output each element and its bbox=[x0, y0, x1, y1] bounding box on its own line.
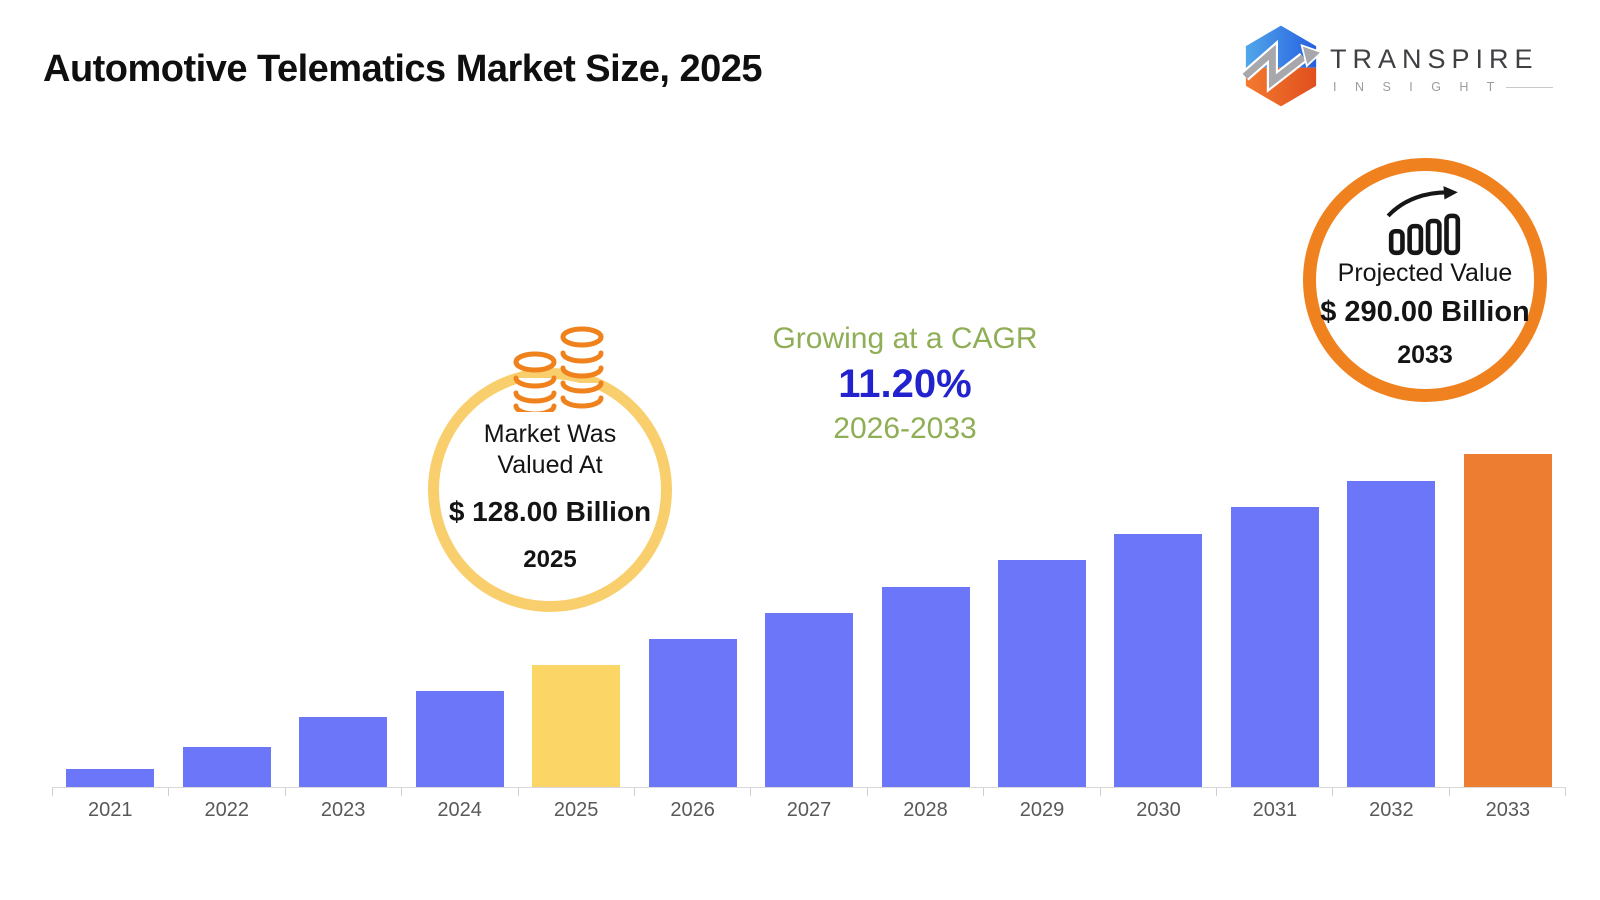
bar-2025 bbox=[532, 665, 621, 787]
bar-cell-2025 bbox=[518, 450, 634, 787]
logo-hexagon-arrow-icon bbox=[1241, 25, 1324, 107]
axis-tick bbox=[519, 788, 635, 796]
bar-2022 bbox=[182, 747, 271, 787]
bar-cell-2024 bbox=[401, 450, 517, 787]
bar-2023 bbox=[299, 717, 388, 787]
bar-cell-2026 bbox=[634, 450, 750, 787]
bars-row bbox=[52, 450, 1566, 788]
valuation-line1: Market Was bbox=[483, 420, 617, 448]
cagr-prefix: Growing at a CAGR bbox=[772, 322, 1038, 355]
x-label-2033: 2033 bbox=[1485, 799, 1531, 821]
bar-2024 bbox=[415, 691, 504, 787]
bar-cell-2032 bbox=[1333, 450, 1449, 787]
x-axis-labels: 2021 2022 2023 2024 2025 2026 2027 2028 2029 2030… bbox=[52, 799, 1566, 822]
bar-2021 bbox=[66, 769, 155, 787]
axis-tick bbox=[1333, 788, 1450, 796]
cagr-range: 2026-2033 bbox=[833, 412, 977, 445]
bar-cell-2033 bbox=[1450, 450, 1566, 787]
projection-year: 2033 bbox=[1397, 341, 1453, 369]
coin-stack-icon bbox=[513, 326, 604, 412]
x-label-2025: 2025 bbox=[553, 799, 599, 821]
bar-2026 bbox=[648, 639, 737, 787]
bar-cell-2023 bbox=[285, 450, 401, 787]
axis-tick bbox=[52, 788, 170, 796]
x-label-2021: 2021 bbox=[87, 799, 133, 821]
axis-tick bbox=[169, 788, 286, 796]
bar-2028 bbox=[881, 587, 970, 787]
bar-cell-2028 bbox=[867, 450, 983, 787]
axis-tick bbox=[751, 788, 868, 796]
axis-tick bbox=[1450, 788, 1567, 796]
valuation-circle: Market Was Valued At $ 128.00 Billion 20… bbox=[428, 368, 672, 612]
bar-2033 bbox=[1463, 454, 1552, 787]
bar-cell-2029 bbox=[984, 450, 1100, 787]
page-title: Automotive Telematics Market Size, 2025 bbox=[43, 48, 762, 90]
axis-tick bbox=[1101, 788, 1217, 796]
x-label-2028: 2028 bbox=[903, 799, 948, 821]
axis-tick bbox=[635, 788, 752, 796]
bar-cell-2027 bbox=[751, 450, 867, 787]
x-label-2032: 2032 bbox=[1369, 799, 1414, 821]
x-label-2023: 2023 bbox=[320, 799, 366, 821]
axis-tick bbox=[984, 788, 1101, 796]
x-label-2030: 2030 bbox=[1136, 799, 1181, 821]
logo-tagline: I N S I G H T bbox=[1333, 80, 1502, 94]
cagr-block: Growing at a CAGR 11.20% 2026-2033 bbox=[760, 322, 1050, 446]
x-label-2027: 2027 bbox=[786, 799, 832, 821]
growth-chart-icon bbox=[1386, 186, 1461, 256]
axis-tick bbox=[1217, 788, 1334, 796]
bar-chart: 2021 2022 2023 2024 2025 2026 2027 2028 2029 2030… bbox=[52, 450, 1567, 822]
projection-value: $ 290.00 Billion bbox=[1320, 296, 1530, 328]
bar-cell-2031 bbox=[1217, 450, 1333, 787]
valuation-line2: Valued At bbox=[497, 450, 603, 479]
bar-cell-2030 bbox=[1100, 450, 1216, 787]
brand-logo: TRANSPIRE I N S I G H T bbox=[1238, 18, 1568, 113]
axis-tick bbox=[868, 788, 985, 796]
x-label-2029: 2029 bbox=[1019, 799, 1065, 821]
x-axis-ticks bbox=[52, 788, 1567, 796]
bar-2032 bbox=[1347, 481, 1436, 787]
axis-tick bbox=[402, 788, 519, 796]
bar-2029 bbox=[997, 560, 1086, 787]
logo-wordmark: TRANSPIRE bbox=[1330, 44, 1539, 74]
projection-label: Projected Value bbox=[1337, 259, 1513, 287]
axis-tick bbox=[286, 788, 403, 796]
valuation-value: $ 128.00 Billion bbox=[448, 496, 652, 527]
x-label-2026: 2026 bbox=[670, 799, 715, 821]
bar-2031 bbox=[1230, 507, 1319, 787]
projection-circle: Projected Value $ 290.00 Billion 2033 bbox=[1303, 158, 1547, 402]
bar-2030 bbox=[1114, 534, 1203, 787]
x-label-2024: 2024 bbox=[437, 799, 482, 821]
bar-cell-2022 bbox=[168, 450, 284, 787]
logo-tagline-row: I N S I G H T bbox=[1333, 80, 1553, 94]
bar-2027 bbox=[765, 613, 854, 787]
x-label-2031: 2031 bbox=[1252, 799, 1298, 821]
logo-rule bbox=[1505, 86, 1553, 88]
bar-cell-2021 bbox=[52, 450, 168, 787]
cagr-value: 11.20% bbox=[838, 362, 972, 406]
valuation-year: 2025 bbox=[523, 546, 577, 573]
x-label-2022: 2022 bbox=[204, 799, 249, 821]
